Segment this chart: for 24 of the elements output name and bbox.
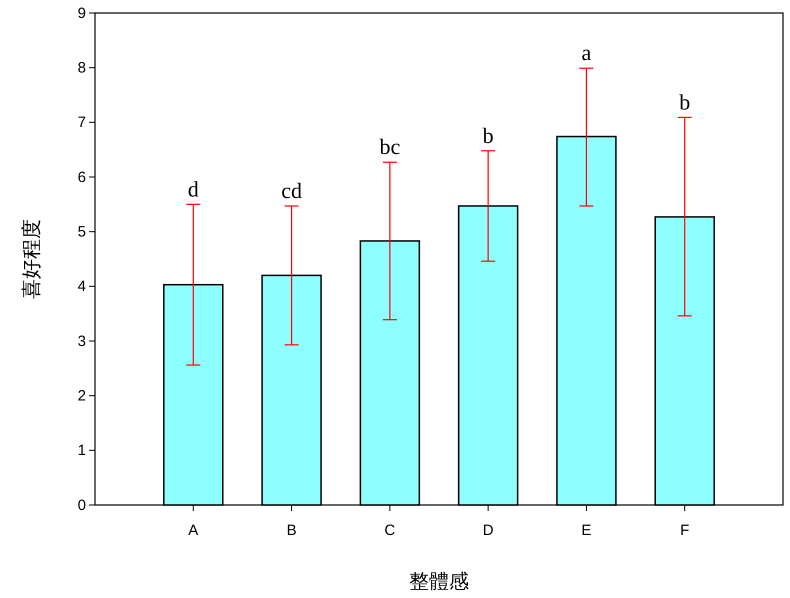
- x-tick-label: B: [286, 522, 297, 539]
- annotation: a: [582, 40, 592, 66]
- x-axis-title: 整體感: [409, 569, 469, 593]
- y-tick-label: 6: [78, 168, 86, 186]
- annotation: b: [482, 122, 494, 148]
- y-tick-label: 5: [78, 223, 86, 240]
- x-tick-label: E: [581, 522, 592, 539]
- annotation: d: [188, 176, 199, 202]
- y-tick-label: 9: [78, 4, 86, 22]
- x-tick-label: C: [384, 522, 396, 539]
- y-tick-label: 4: [78, 278, 86, 296]
- annotation: cd: [281, 178, 302, 203]
- y-tick-label: 0: [78, 496, 86, 514]
- x-tick-label: A: [188, 522, 198, 539]
- annotation: bc: [379, 134, 400, 160]
- y-tick-label: 7: [78, 114, 86, 132]
- y-tick-label: 1: [78, 442, 86, 460]
- y-tick-label: 8: [78, 59, 86, 76]
- annotation: b: [679, 89, 690, 114]
- y-tick-label: 3: [78, 332, 86, 350]
- y-axis-title: 喜好程度: [19, 219, 43, 299]
- y-tick-label: 2: [78, 387, 86, 404]
- x-tick-label: D: [482, 522, 494, 539]
- x-tick-label: F: [680, 522, 690, 539]
